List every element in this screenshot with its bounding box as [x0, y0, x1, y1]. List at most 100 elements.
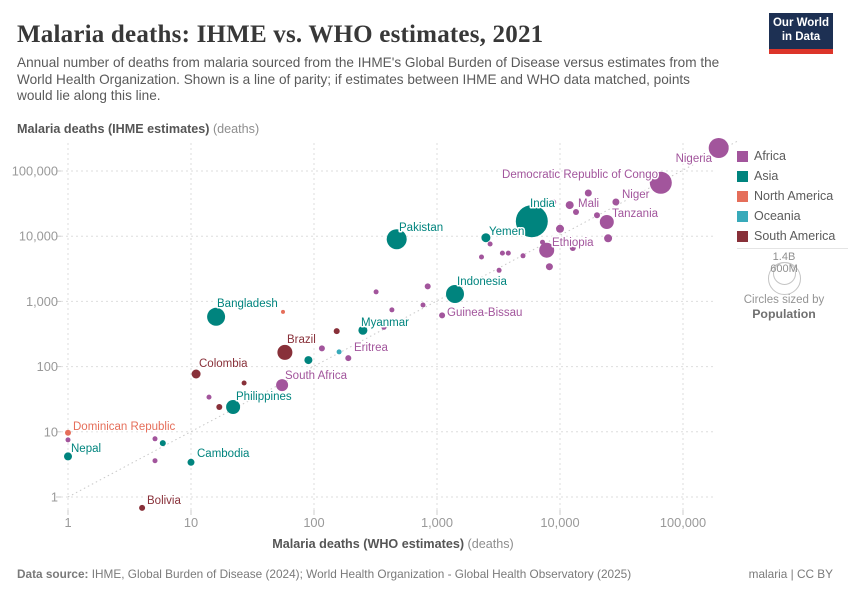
- data-point[interactable]: [584, 189, 592, 197]
- country-label[interactable]: Nigeria: [674, 152, 714, 167]
- legend-item-africa[interactable]: Africa: [737, 149, 835, 163]
- data-point[interactable]: [569, 245, 576, 251]
- data-point[interactable]: [520, 253, 526, 259]
- data-point-eritrea[interactable]: [345, 355, 352, 362]
- data-point[interactable]: [389, 307, 395, 313]
- data-source-text: IHME, Global Burden of Disease (2024); W…: [88, 567, 632, 581]
- data-point[interactable]: [152, 436, 158, 442]
- country-label[interactable]: South Africa: [284, 369, 350, 384]
- data-point[interactable]: [499, 250, 505, 256]
- data-point-tanzania[interactable]: [599, 215, 614, 229]
- data-point[interactable]: [540, 239, 545, 245]
- data-point-niger[interactable]: [612, 198, 620, 206]
- data-point-myanmar[interactable]: [358, 325, 368, 335]
- data-point[interactable]: [281, 309, 285, 314]
- x-tick-label: 100,000: [660, 515, 706, 530]
- country-label[interactable]: India: [529, 197, 558, 212]
- legend-swatch: [737, 190, 748, 202]
- data-point-nigeria[interactable]: [708, 138, 729, 158]
- data-point-indonesia[interactable]: [446, 285, 464, 303]
- data-point[interactable]: [487, 241, 493, 247]
- data-point[interactable]: [373, 289, 379, 295]
- legend-item-south-america[interactable]: South America: [737, 229, 835, 243]
- data-point-pakistan[interactable]: [386, 229, 407, 250]
- data-point[interactable]: [65, 437, 71, 443]
- country-label[interactable]: Dominican Republic: [72, 420, 178, 435]
- data-point-nepal[interactable]: [64, 452, 72, 461]
- country-label[interactable]: Bangladesh: [216, 297, 280, 312]
- data-point-guinea-bissau[interactable]: [439, 312, 446, 319]
- country-label[interactable]: Bolivia: [146, 494, 183, 509]
- country-label[interactable]: Mali: [577, 197, 601, 212]
- legend-label: Africa: [754, 149, 786, 163]
- data-point[interactable]: [545, 263, 553, 271]
- data-point[interactable]: [159, 440, 166, 447]
- owid-logo-line2: in Data: [781, 31, 821, 43]
- country-label[interactable]: Yemen: [488, 225, 526, 240]
- country-label[interactable]: Ethiopia: [551, 236, 596, 251]
- data-point-dominican-republic[interactable]: [65, 429, 71, 436]
- country-label[interactable]: Colombia: [198, 357, 250, 372]
- data-point[interactable]: [550, 199, 557, 206]
- x-tick-label: 100: [303, 515, 324, 530]
- data-point-mali[interactable]: [565, 201, 574, 210]
- data-point[interactable]: [496, 267, 502, 273]
- data-point[interactable]: [573, 209, 579, 215]
- country-label[interactable]: Niger: [621, 188, 652, 203]
- country-label[interactable]: Philippines: [235, 390, 294, 405]
- data-point[interactable]: [604, 234, 613, 243]
- y-tick-label: 1: [51, 490, 58, 505]
- legend-item-oceania[interactable]: Oceania: [737, 209, 835, 223]
- legend-swatch: [737, 170, 748, 182]
- data-point-india[interactable]: [515, 205, 548, 238]
- data-point-ethiopia[interactable]: [539, 242, 555, 258]
- country-label[interactable]: Indonesia: [456, 275, 509, 290]
- data-point[interactable]: [381, 324, 387, 330]
- legend-item-north-america[interactable]: North America: [737, 189, 835, 203]
- data-point[interactable]: [400, 318, 406, 324]
- data-point[interactable]: [206, 394, 212, 400]
- data-point[interactable]: [336, 349, 342, 355]
- country-label[interactable]: Eritrea: [353, 341, 390, 356]
- data-point[interactable]: [152, 458, 158, 464]
- legend-item-asia[interactable]: Asia: [737, 169, 835, 183]
- y-tick-label: 10,000: [19, 229, 58, 244]
- chart-footer: Data source: IHME, Global Burden of Dise…: [17, 567, 833, 581]
- data-point[interactable]: [479, 254, 484, 260]
- country-label[interactable]: Nepal: [70, 442, 103, 457]
- data-point[interactable]: [505, 250, 511, 256]
- country-label[interactable]: Guinea-Bissau: [446, 306, 524, 321]
- data-point-south-africa[interactable]: [276, 379, 289, 392]
- data-point-colombia[interactable]: [191, 369, 201, 379]
- data-point[interactable]: [216, 404, 223, 410]
- data-point[interactable]: [304, 356, 313, 365]
- data-point[interactable]: [333, 328, 340, 335]
- size-legend-small-label: 600M: [770, 262, 798, 275]
- data-point[interactable]: [594, 212, 600, 219]
- data-point-yemen[interactable]: [481, 233, 491, 243]
- data-point-bolivia[interactable]: [139, 504, 146, 511]
- continent-legend: Africa Asia North America Oceania South Amer…: [737, 149, 835, 249]
- license-note[interactable]: malaria | CC BY: [748, 567, 833, 581]
- country-label[interactable]: Myanmar: [360, 316, 411, 331]
- data-point[interactable]: [420, 302, 426, 308]
- data-point-brazil[interactable]: [277, 344, 293, 360]
- data-point[interactable]: [318, 345, 325, 352]
- owid-logo[interactable]: Our World in Data: [769, 13, 833, 54]
- data-point-cambodia[interactable]: [187, 458, 195, 466]
- data-point[interactable]: [241, 380, 247, 386]
- data-source-note: Data source: IHME, Global Burden of Dise…: [17, 567, 631, 581]
- country-label[interactable]: Pakistan: [398, 221, 445, 236]
- country-label[interactable]: Cambodia: [196, 447, 252, 462]
- data-point-democratic-republic-of-congo[interactable]: [649, 171, 672, 194]
- data-point-philippines[interactable]: [226, 400, 241, 414]
- country-label[interactable]: Brazil: [286, 333, 318, 348]
- legend-label: South America: [754, 229, 836, 243]
- country-label[interactable]: Democratic Republic of Congo: [501, 168, 660, 183]
- data-point[interactable]: [424, 283, 431, 290]
- country-label[interactable]: Tanzania: [611, 207, 661, 222]
- data-point[interactable]: [556, 224, 564, 233]
- data-point-bangladesh[interactable]: [207, 307, 226, 326]
- legend-swatch: [737, 230, 748, 242]
- size-legend-big-label: 1.4B: [772, 251, 796, 263]
